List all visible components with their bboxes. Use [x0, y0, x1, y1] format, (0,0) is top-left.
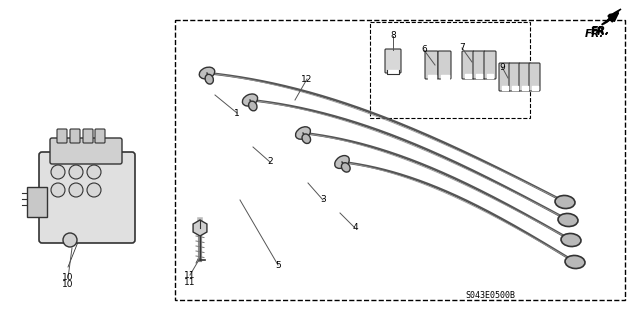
FancyBboxPatch shape — [50, 138, 122, 164]
FancyBboxPatch shape — [499, 63, 510, 91]
FancyBboxPatch shape — [70, 129, 80, 143]
Text: 2: 2 — [267, 158, 273, 167]
Text: 5: 5 — [275, 261, 281, 270]
Circle shape — [63, 233, 77, 247]
Text: 10: 10 — [62, 280, 74, 289]
Ellipse shape — [335, 156, 349, 168]
Circle shape — [51, 183, 65, 197]
Ellipse shape — [243, 94, 258, 106]
Text: 9: 9 — [499, 63, 505, 71]
Ellipse shape — [341, 163, 350, 172]
FancyBboxPatch shape — [484, 51, 496, 79]
FancyBboxPatch shape — [95, 129, 105, 143]
Text: 11: 11 — [184, 271, 196, 279]
Ellipse shape — [296, 127, 310, 139]
FancyBboxPatch shape — [385, 49, 401, 73]
Ellipse shape — [561, 234, 581, 247]
FancyBboxPatch shape — [462, 51, 474, 79]
Text: 11: 11 — [184, 278, 196, 287]
Text: 10: 10 — [62, 273, 74, 283]
Text: 4: 4 — [352, 224, 358, 233]
Ellipse shape — [555, 196, 575, 209]
Text: 7: 7 — [459, 43, 465, 53]
FancyBboxPatch shape — [425, 51, 438, 79]
FancyBboxPatch shape — [438, 51, 451, 79]
Ellipse shape — [205, 74, 213, 84]
Circle shape — [87, 165, 101, 179]
FancyBboxPatch shape — [27, 187, 47, 217]
Bar — [175, 20, 625, 300]
Ellipse shape — [558, 213, 578, 226]
Ellipse shape — [565, 256, 585, 269]
Text: FR.: FR. — [590, 26, 610, 36]
Circle shape — [69, 165, 83, 179]
FancyBboxPatch shape — [529, 63, 540, 91]
Text: 1: 1 — [234, 108, 240, 117]
Text: FR.: FR. — [590, 27, 608, 37]
FancyBboxPatch shape — [39, 152, 135, 243]
Polygon shape — [193, 220, 207, 236]
Text: S043E0500B: S043E0500B — [465, 291, 515, 300]
FancyBboxPatch shape — [519, 63, 530, 91]
Text: 12: 12 — [301, 75, 313, 84]
FancyBboxPatch shape — [509, 63, 520, 91]
FancyBboxPatch shape — [57, 129, 67, 143]
Ellipse shape — [302, 134, 310, 144]
FancyBboxPatch shape — [473, 51, 485, 79]
Ellipse shape — [199, 67, 215, 79]
Circle shape — [87, 183, 101, 197]
Bar — [370, 22, 530, 118]
Circle shape — [69, 183, 83, 197]
Ellipse shape — [248, 101, 257, 111]
Text: 6: 6 — [421, 46, 427, 55]
Text: 8: 8 — [390, 32, 396, 41]
Circle shape — [51, 165, 65, 179]
Text: FR.: FR. — [584, 29, 604, 39]
Polygon shape — [604, 9, 621, 24]
Text: 3: 3 — [320, 196, 326, 204]
FancyBboxPatch shape — [83, 129, 93, 143]
